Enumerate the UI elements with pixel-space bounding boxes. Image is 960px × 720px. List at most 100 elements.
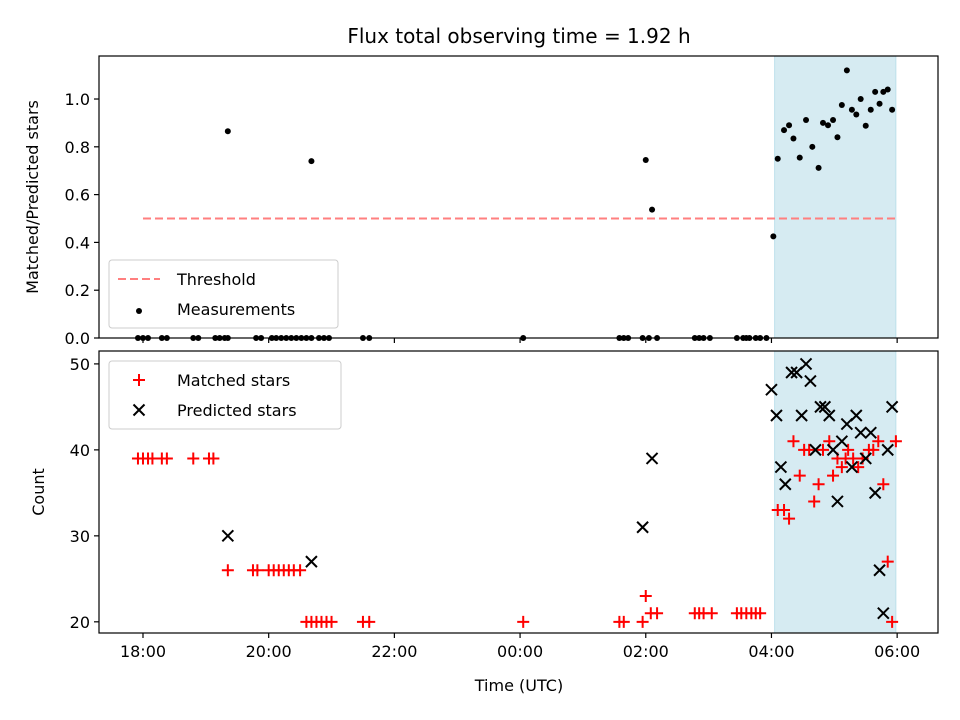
x-tick-label: 00:00 bbox=[497, 642, 543, 661]
data-point bbox=[835, 435, 849, 448]
data-point bbox=[877, 478, 890, 491]
data-point bbox=[842, 443, 855, 456]
data-point bbox=[790, 135, 797, 142]
series-predicted-stars bbox=[221, 357, 899, 620]
data-point bbox=[852, 461, 865, 474]
data-point bbox=[705, 607, 718, 620]
legend-label: Predicted stars bbox=[177, 401, 297, 420]
data-point bbox=[639, 590, 652, 603]
bottom-y-axis-label: Count bbox=[29, 468, 48, 516]
data-point bbox=[834, 134, 841, 141]
data-point bbox=[885, 400, 899, 414]
legend-label: Matched stars bbox=[177, 371, 290, 390]
data-point bbox=[221, 564, 234, 577]
data-point bbox=[645, 452, 659, 465]
data-point bbox=[786, 122, 793, 129]
data-point bbox=[803, 117, 810, 124]
data-point bbox=[880, 88, 887, 95]
data-point bbox=[305, 555, 318, 568]
data-point bbox=[809, 143, 816, 150]
data-point bbox=[889, 106, 896, 113]
data-point bbox=[808, 495, 821, 508]
data-point bbox=[224, 128, 231, 135]
data-point bbox=[770, 233, 777, 240]
data-point bbox=[867, 443, 880, 456]
data-point bbox=[308, 158, 315, 165]
data-point bbox=[795, 409, 808, 422]
data-point bbox=[827, 469, 840, 482]
x-tick-label: 04:00 bbox=[748, 642, 794, 661]
legend: Matched stars Predicted stars bbox=[108, 360, 342, 430]
data-point bbox=[517, 615, 530, 628]
data-point bbox=[803, 443, 816, 456]
data-point bbox=[187, 452, 200, 465]
data-point bbox=[845, 460, 859, 474]
data-point bbox=[877, 607, 890, 620]
data-point bbox=[812, 478, 825, 491]
data-point bbox=[781, 127, 788, 134]
top-panel: 0.0 0.2 0.4 0.6 0.8 1.0 Threshold Measurements bbox=[65, 55, 939, 348]
top-y-axis-label: Matched/Predicted stars bbox=[23, 100, 42, 294]
data-point bbox=[160, 452, 173, 465]
data-point bbox=[857, 96, 864, 103]
legend-marker bbox=[136, 308, 142, 314]
data-point bbox=[804, 374, 817, 388]
y-tick-label: 30 bbox=[70, 527, 90, 546]
data-point bbox=[787, 435, 800, 448]
data-point bbox=[831, 495, 844, 508]
x-tick-label: 06:00 bbox=[874, 642, 920, 661]
data-point bbox=[809, 443, 822, 457]
axes-frame bbox=[98, 55, 939, 339]
x-tick-label: 18:00 bbox=[120, 642, 166, 661]
y-tick-label: 40 bbox=[70, 441, 90, 460]
data-point bbox=[868, 486, 882, 500]
data-point bbox=[830, 117, 837, 124]
data-point bbox=[796, 154, 803, 161]
data-point bbox=[207, 452, 220, 465]
legend-label: Threshold bbox=[176, 270, 256, 289]
y-tick-label: 0.4 bbox=[65, 233, 90, 252]
observing-span bbox=[774, 55, 897, 339]
x-tick-label: 02:00 bbox=[623, 642, 669, 661]
observing-span bbox=[774, 350, 897, 634]
data-point bbox=[325, 615, 338, 628]
data-point bbox=[876, 100, 883, 107]
data-point bbox=[848, 106, 855, 113]
data-point bbox=[872, 88, 879, 95]
y-tick-label: 50 bbox=[70, 355, 90, 374]
data-point bbox=[823, 409, 836, 422]
data-point bbox=[799, 357, 813, 371]
y-tick-label: 1.0 bbox=[65, 90, 90, 109]
data-point bbox=[770, 409, 783, 422]
data-point bbox=[617, 615, 630, 628]
data-point bbox=[636, 521, 649, 534]
data-point bbox=[221, 529, 235, 543]
data-point bbox=[251, 564, 264, 577]
data-point bbox=[642, 156, 649, 163]
data-point bbox=[872, 435, 885, 448]
data-point bbox=[779, 478, 792, 491]
x-tick-label: 22:00 bbox=[371, 642, 417, 661]
data-point bbox=[815, 164, 822, 171]
data-point bbox=[649, 206, 656, 213]
data-point bbox=[793, 469, 806, 482]
legend-box bbox=[108, 259, 339, 329]
data-point bbox=[825, 122, 832, 129]
data-point bbox=[862, 122, 869, 129]
data-point bbox=[884, 86, 891, 93]
data-point bbox=[636, 615, 649, 628]
data-point bbox=[864, 426, 877, 439]
data-point bbox=[889, 435, 902, 448]
data-point bbox=[850, 409, 863, 422]
legend-marker bbox=[132, 403, 146, 417]
data-point bbox=[854, 426, 867, 439]
data-point bbox=[853, 111, 860, 118]
y-tick-label: 20 bbox=[70, 613, 90, 632]
data-point bbox=[754, 607, 767, 620]
data-point bbox=[835, 461, 848, 474]
y-tick-label: 0.6 bbox=[65, 186, 90, 205]
legend: Threshold Measurements bbox=[108, 259, 339, 329]
axes-frame bbox=[98, 350, 939, 634]
